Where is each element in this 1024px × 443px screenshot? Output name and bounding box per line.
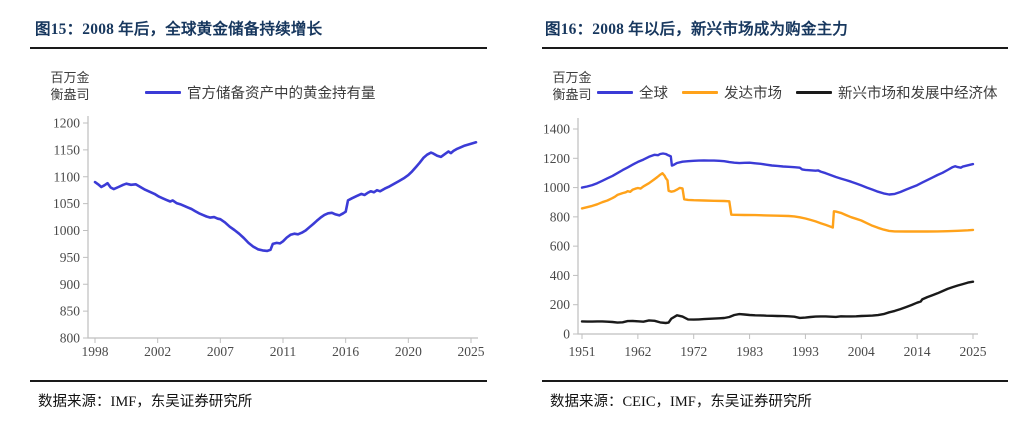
x-tick-label: 2011 xyxy=(270,344,297,359)
figure15-source-rule xyxy=(30,380,487,382)
figure16-panel: 图16：2008 年以后，新兴市场成为购金主力 百万金 衡盎司 全球 发达市场 … xyxy=(512,0,1024,443)
y-tick-label: 600 xyxy=(550,239,571,254)
line-swatch-icon xyxy=(682,91,718,94)
legend-label: 新兴市场和发展中经济体 xyxy=(838,86,998,102)
y-tick-label: 1400 xyxy=(543,122,570,137)
unit-line-1: 百万金 xyxy=(552,70,592,85)
x-tick-label: 2014 xyxy=(904,344,931,359)
x-tick-label: 1951 xyxy=(569,344,596,359)
legend-item: 全球 xyxy=(597,82,668,103)
x-tick-label: 2020 xyxy=(395,344,422,359)
legend-item: 官方储备资产中的黄金持有量 xyxy=(145,82,376,103)
x-tick-label: 1983 xyxy=(736,344,763,359)
figure15-title: 图15：2008 年后，全球黄金储备持续增长 xyxy=(35,21,323,38)
x-tick-label: 2025 xyxy=(458,344,485,359)
y-tick-label: 850 xyxy=(60,304,81,319)
legend-label: 官方储备资产中的黄金持有量 xyxy=(187,86,376,102)
figure15-legend: 官方储备资产中的黄金持有量 xyxy=(145,82,390,103)
y-tick-label: 950 xyxy=(60,250,81,265)
figure16-legend: 全球 发达市场 新兴市场和发展中经济体 xyxy=(597,82,998,103)
y-tick-label: 400 xyxy=(550,268,571,283)
figure16-source-rule xyxy=(542,380,1008,382)
x-tick-label: 2004 xyxy=(848,344,875,359)
x-tick-label: 2016 xyxy=(332,344,359,359)
line-swatch-icon xyxy=(597,91,633,94)
y-tick-label: 900 xyxy=(60,277,81,292)
y-tick-label: 1050 xyxy=(53,196,80,211)
x-tick-label: 1998 xyxy=(82,344,109,359)
y-tick-label: 800 xyxy=(60,331,81,346)
x-tick-label: 2002 xyxy=(144,344,171,359)
y-tick-label: 1200 xyxy=(53,116,80,131)
figure16-y-axis-unit: 百万金 衡盎司 xyxy=(544,69,600,103)
y-tick-label: 800 xyxy=(550,209,571,224)
legend-item: 新兴市场和发展中经济体 xyxy=(796,82,998,103)
x-tick-label: 1993 xyxy=(792,344,819,359)
x-tick-label: 1962 xyxy=(624,344,651,359)
y-tick-label: 1100 xyxy=(54,169,81,184)
x-tick-label: 2025 xyxy=(960,344,987,359)
y-tick-label: 1200 xyxy=(543,151,570,166)
figure15-panel: 图15：2008 年后，全球黄金储备持续增长 百万金 衡盎司 官方储备资产中的黄… xyxy=(30,21,487,410)
series-line-0 xyxy=(93,141,478,253)
unit-line-1: 百万金 xyxy=(50,70,90,85)
legend-label: 发达市场 xyxy=(724,86,782,102)
figure16-source: 数据来源：CEIC，IMF，东吴证券研究所 xyxy=(550,394,812,410)
line-swatch-icon xyxy=(796,91,832,94)
y-tick-label: 1000 xyxy=(53,223,80,238)
legend-label: 全球 xyxy=(639,86,668,102)
figure15-source: 数据来源：IMF，东吴证券研究所 xyxy=(38,394,253,410)
figure16-title-rule xyxy=(542,47,1008,49)
x-tick-label: 2007 xyxy=(207,344,234,359)
figure15-title-rule xyxy=(30,47,487,49)
series-line-2 xyxy=(580,280,975,325)
y-tick-label: 1000 xyxy=(543,180,570,195)
unit-line-2: 衡盎司 xyxy=(552,87,592,102)
figure15-y-axis-unit: 百万金 衡盎司 xyxy=(42,69,98,103)
line-swatch-icon xyxy=(145,91,181,94)
legend-item: 发达市场 xyxy=(682,82,782,103)
y-tick-label: 200 xyxy=(550,297,571,312)
series-line-0 xyxy=(580,152,975,196)
x-tick-label: 1972 xyxy=(680,344,707,359)
y-tick-label: 0 xyxy=(563,327,570,342)
figure16-line-chart: 1400 1200 1000 800 600 400 200 0 1951 1962 1972 198… xyxy=(543,118,987,359)
axis-lines xyxy=(87,116,478,339)
figure16-title: 图16：2008 年以后，新兴市场成为购金主力 xyxy=(545,21,848,38)
y-tick-label: 1150 xyxy=(54,142,81,157)
series-line-1 xyxy=(580,171,975,233)
unit-line-2: 衡盎司 xyxy=(50,87,90,102)
